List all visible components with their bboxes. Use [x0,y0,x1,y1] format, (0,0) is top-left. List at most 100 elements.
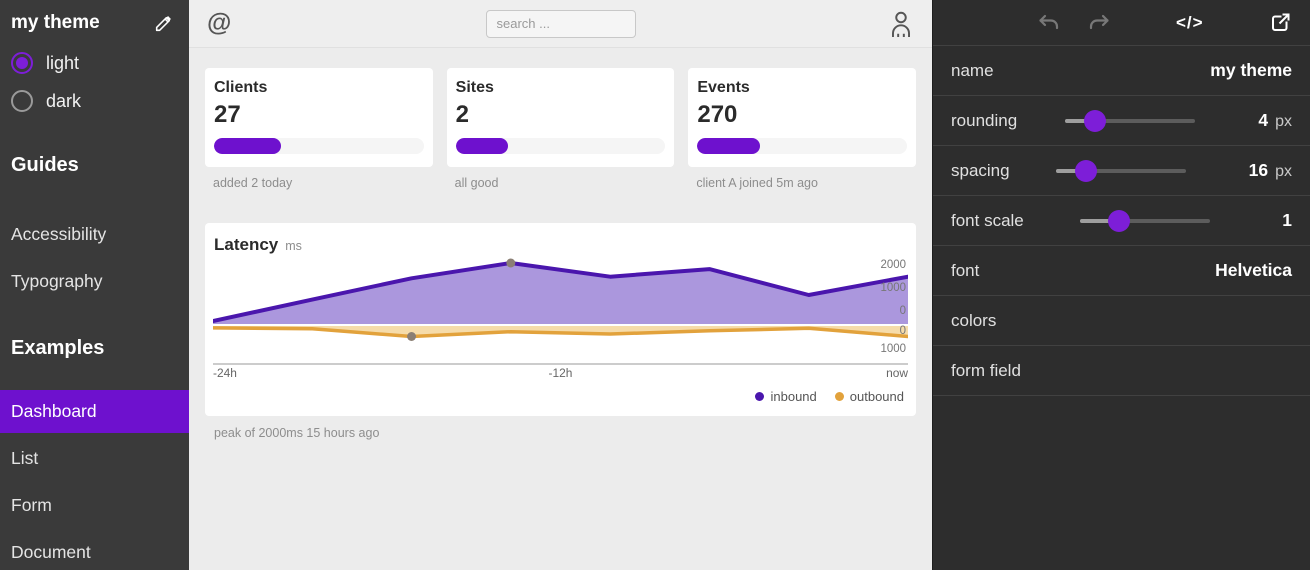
svg-text:-24h: -24h [213,366,237,380]
stat-value: 27 [214,101,241,128]
stat-sites: Sites 2 all good [446,68,675,190]
redo-icon[interactable] [1087,13,1111,33]
inspector-row-font-scale: font scale 1 [933,196,1310,246]
chart-annotation: peak of 2000ms 15 hours ago [214,426,380,440]
row-label: font scale [951,210,1024,230]
section-heading-examples: Examples [11,337,105,359]
stat-events: Events 270 client A joined 5m ago [688,68,917,190]
x-axis-tick-labels: -24h -12h now [213,366,908,380]
theme-option-light[interactable]: light [0,44,189,82]
sidebar-item-accessibility[interactable]: Accessibility [11,224,107,244]
inspector-row-colors[interactable]: colors [933,296,1310,346]
slider-track[interactable] [1080,218,1211,223]
inbound-legend-dot [755,392,765,401]
row-label: rounding [951,110,1018,130]
progress-fill [455,138,509,154]
rounding-value: 4 [1258,110,1269,130]
stat-title: Clients [214,79,268,96]
radio-dark-label: dark [46,90,82,111]
row-label: spacing [951,160,1010,180]
inspector-row-font[interactable]: font Helvetica [933,246,1310,296]
stat-cards-row: Clients 27 added 2 today Sites 2 all goo… [205,68,917,190]
preview-topbar: @ [189,0,932,48]
slider-thumb[interactable] [1075,159,1097,182]
search-input[interactable] [485,9,636,38]
slider-track[interactable] [1056,168,1187,173]
sidebar-item-document[interactable]: Document [11,542,91,562]
inspector-row-rounding: rounding 4 px [933,96,1310,146]
section-heading-guides: Guides [11,154,79,176]
spacing-slider[interactable] [1056,159,1187,182]
slider-thumb[interactable] [1108,209,1131,232]
theme-inspector-panel: </> name my theme rounding 4 px spacing 1… [932,0,1310,570]
legend-item-inbound: inbound [755,389,817,404]
sidebar-header: my theme [0,0,189,44]
latency-chart-card: Latency ms 2000 1000 0 0 1000 -24h -12h now in… [205,223,916,416]
user-profile-icon[interactable] [888,9,914,39]
name-value[interactable]: my theme [1210,60,1292,80]
svg-text:2000: 2000 [881,259,906,271]
sidebar-item-dashboard[interactable]: Dashboard [0,390,189,433]
progress-bar [455,138,666,154]
code-view-icon[interactable]: </> [1175,12,1204,32]
theme-name-title: my theme [11,12,100,33]
inspector-row-name[interactable]: name my theme [933,46,1310,96]
sidebar-item-typography[interactable]: Typography [11,271,103,291]
stat-card-sites: Sites 2 [446,68,675,167]
stat-caption: all good [454,176,499,190]
apps-grid-icon[interactable] [951,12,973,34]
stat-caption: client A joined 5m ago [696,176,818,190]
svg-text:0: 0 [900,325,906,337]
svg-text:1000: 1000 [881,282,906,294]
latency-area-chart: 2000 1000 0 0 1000 -24h -12h now [213,258,908,380]
row-label: form field [951,360,1021,380]
stat-caption: added 2 today [213,176,293,190]
stat-title: Events [697,79,750,96]
font-scale-value: 1 [1282,210,1292,230]
chart-title: Latency [214,235,279,254]
stat-clients: Clients 27 added 2 today [205,68,433,190]
edit-pencil-icon[interactable] [153,12,175,34]
legend-item-outbound: outbound [834,389,904,404]
stat-value: 270 [697,101,738,128]
radio-light-label: light [46,52,80,73]
inspector-row-spacing: spacing 16 px [933,146,1310,196]
undo-icon[interactable] [1037,13,1061,33]
inbound-line [213,261,908,323]
rounding-slider[interactable] [1064,109,1195,132]
svg-text:-12h: -12h [549,366,573,380]
radio-light[interactable] [11,52,33,74]
sidebar-item-list[interactable]: List [11,448,39,468]
inspector-row-form-field[interactable]: form field [933,346,1310,396]
app-logo-icon: @ [207,9,232,37]
theme-sidebar: my theme light dark Guides Accessibility… [0,0,189,570]
font-value[interactable]: Helvetica [1215,260,1292,280]
row-label: name [951,60,994,80]
row-label: colors [951,310,997,330]
sidebar-item-form[interactable]: Form [11,495,52,515]
slider-track[interactable] [1064,118,1195,123]
theme-option-dark[interactable]: dark [0,82,189,120]
svg-text:1000: 1000 [881,343,906,355]
stat-title: Sites [455,79,494,96]
stat-value: 2 [455,101,470,128]
svg-text:0: 0 [900,305,906,317]
progress-fill [697,138,761,154]
open-external-icon[interactable] [1268,11,1292,35]
slider-thumb[interactable] [1083,109,1106,132]
font-scale-slider[interactable] [1080,209,1211,232]
slider-fill [1080,218,1120,223]
outbound-legend-dot [834,392,844,401]
data-point-markers [407,258,516,341]
spacing-value: 16 [1248,160,1269,180]
progress-fill [214,138,282,154]
outbound-line [213,326,908,339]
row-label: font [951,260,980,280]
chart-unit-label: ms [285,239,302,253]
slider-fill [1056,168,1086,173]
spacing-unit: px [1275,163,1292,180]
stat-card-clients: Clients 27 [205,68,433,167]
radio-dark[interactable] [11,90,33,112]
slider-fill [1064,118,1095,123]
y-axis-tick-labels: 2000 1000 0 0 1000 [881,259,906,355]
